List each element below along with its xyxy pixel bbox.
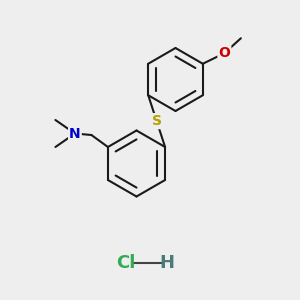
Text: H: H bbox=[159, 254, 174, 272]
Text: N: N bbox=[69, 127, 81, 140]
Text: S: S bbox=[152, 114, 162, 128]
Text: Cl: Cl bbox=[116, 254, 136, 272]
Text: O: O bbox=[218, 46, 230, 60]
